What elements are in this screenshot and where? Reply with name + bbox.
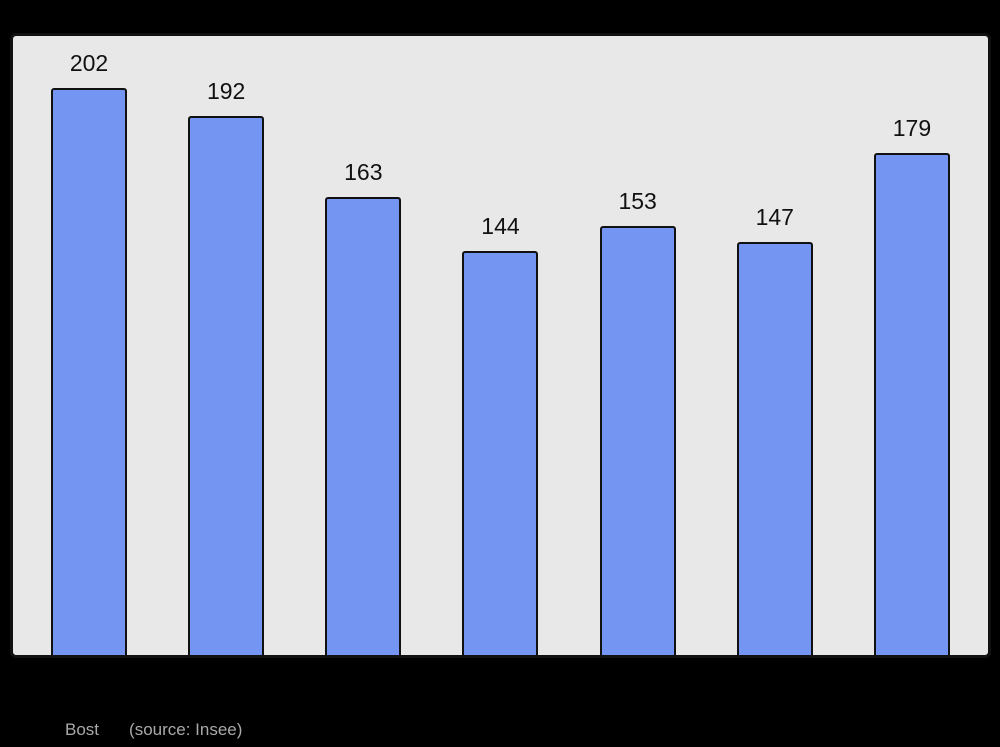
caption-source: (source: Insee) xyxy=(129,720,243,739)
bar-column: 144 xyxy=(462,213,539,655)
bar-column: 192 xyxy=(188,78,265,655)
bars-container: 202 192 163 144 153 147 179 xyxy=(13,36,988,655)
chart-plot-area: 202 192 163 144 153 147 179 xyxy=(10,33,991,658)
bar xyxy=(51,88,127,655)
bar xyxy=(188,116,265,655)
bar xyxy=(599,226,676,655)
bar xyxy=(325,197,402,655)
bar-value-label: 144 xyxy=(481,213,520,239)
chart-caption: Bost (source: Insee) xyxy=(65,720,242,740)
bar xyxy=(462,251,539,655)
bar-column: 147 xyxy=(736,204,813,655)
bar-value-label: 192 xyxy=(206,78,246,104)
bar-value-label: 153 xyxy=(618,188,657,214)
bar xyxy=(736,242,813,655)
bar xyxy=(873,153,950,655)
bar-column: 163 xyxy=(325,159,402,655)
caption-title: Bost xyxy=(65,720,100,739)
bar-value-label: 179 xyxy=(892,115,932,141)
bar-value-label: 202 xyxy=(69,50,109,76)
bar-value-label: 163 xyxy=(344,159,383,185)
bar-column: 153 xyxy=(599,188,676,655)
bar-column: 202 xyxy=(51,52,127,655)
bar-value-label: 147 xyxy=(755,204,794,230)
bar-column: 179 xyxy=(873,115,950,655)
